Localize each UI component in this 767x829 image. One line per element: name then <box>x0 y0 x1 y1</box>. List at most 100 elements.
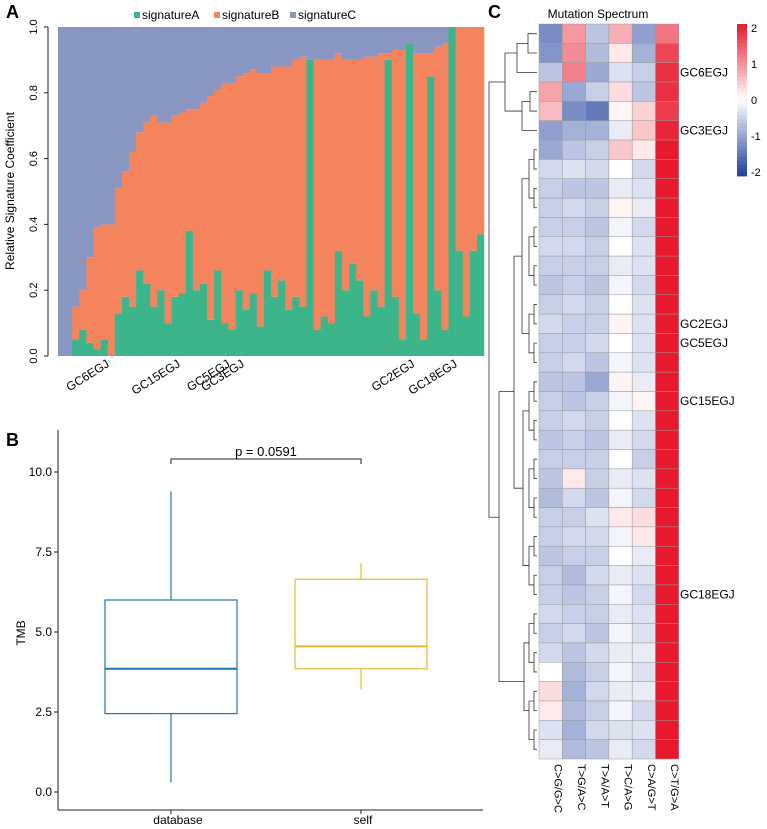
bar-segment-signatureC <box>157 27 165 123</box>
heatmap-cell <box>608 681 633 702</box>
heatmap-cell <box>538 159 563 179</box>
heatmap-cell <box>538 526 563 547</box>
bar-segment-signatureB <box>334 53 343 251</box>
heatmap-cell <box>538 410 563 431</box>
bar-segment-signatureB <box>214 89 222 271</box>
panel-a-y-tick-label: 1.0 <box>28 19 40 34</box>
panel-b-y-tick-label: 5.0 <box>35 625 52 639</box>
colorbar-segment <box>737 111 747 116</box>
bar-segment-signatureC <box>171 27 179 116</box>
bar-segment-signatureB <box>93 227 101 350</box>
heatmap-cell <box>631 255 656 276</box>
heatmap-cell <box>562 178 586 199</box>
bar-segment-signatureA <box>377 306 385 356</box>
panel-b-x-tick-label: self <box>354 813 373 827</box>
colorbar-segment <box>737 119 747 124</box>
heatmap-cell <box>608 526 633 547</box>
bar-segment-signatureA <box>164 323 172 356</box>
bar-segment-signatureA <box>427 76 435 356</box>
panel-a-letter: A <box>6 2 19 22</box>
panel-a-y-tick-label: 0.6 <box>28 151 40 166</box>
heatmap-cell <box>608 294 633 315</box>
heatmap-cell <box>631 275 656 296</box>
heatmap-cell <box>585 81 610 102</box>
bar-segment-signatureB <box>342 59 350 291</box>
heatmap-cell <box>631 23 656 44</box>
bar-segment-signatureC <box>278 27 286 67</box>
colorbar-tick-label: -2 <box>751 167 761 179</box>
dendrogram-branch <box>533 226 537 247</box>
bar-segment-signatureC <box>228 27 236 83</box>
heatmap-cell <box>608 487 633 508</box>
heatmap-cell <box>538 333 563 354</box>
heatmap-cell <box>585 62 610 83</box>
bar-segment-signatureB <box>427 53 435 77</box>
heatmap-cell <box>562 739 586 760</box>
significance-bracket <box>170 458 362 464</box>
bar-segment-signatureA <box>93 349 101 356</box>
colorbar-segment <box>737 130 747 135</box>
bar-segment-signatureA <box>100 339 108 356</box>
heatmap-cell <box>538 700 563 721</box>
heatmap-cell <box>585 739 610 760</box>
heatmap-row-label: GC2EGJ <box>680 317 728 331</box>
bar-segment-signatureB <box>121 171 130 297</box>
heatmap-cell <box>562 623 586 644</box>
heatmap-cell <box>585 487 610 508</box>
bar-segment-signatureC <box>271 27 279 67</box>
bar-segment-signatureA <box>72 339 80 356</box>
heatmap-cell <box>585 371 610 392</box>
heatmap-cell <box>585 294 610 315</box>
heatmap-cell <box>655 62 680 83</box>
heatmap-cell <box>655 642 680 663</box>
bar-segment-signatureB <box>79 290 87 330</box>
bar-segment-signatureB <box>285 66 293 310</box>
heatmap-cell <box>585 159 610 179</box>
heatmap-cell <box>608 545 633 566</box>
bar-segment-signatureA <box>334 250 343 356</box>
colorbar-segment <box>737 77 747 82</box>
dendrogram-branch <box>533 690 537 712</box>
heatmap-cell <box>631 101 656 121</box>
bar-segment-signatureB <box>420 53 428 340</box>
heatmap-cell <box>655 23 680 44</box>
heatmap-cell <box>538 391 563 412</box>
heatmap-column-label: T>C/A>G <box>622 764 634 810</box>
heatmap-cell <box>655 681 680 702</box>
heatmap-cell <box>538 371 563 392</box>
bar-segment-signatureA <box>185 230 194 356</box>
bar-segment-signatureB <box>157 122 165 291</box>
bar-segment-signatureA <box>150 306 158 356</box>
bar-segment-signatureC <box>285 27 293 67</box>
heatmap-cell <box>562 217 586 238</box>
heatmap-cell <box>538 507 563 528</box>
bar-segment-signatureC <box>249 27 258 70</box>
heatmap-cell <box>655 255 680 276</box>
heatmap-cell <box>655 507 680 528</box>
bar-segment-signatureA <box>441 329 449 356</box>
heatmap-cell <box>562 333 586 354</box>
bar-segment-signatureC <box>79 27 87 291</box>
dendrogram-branch <box>528 236 534 276</box>
bar-segment-signatureB <box>164 122 172 324</box>
bar-segment-signatureA <box>363 316 371 356</box>
heatmap-cell <box>585 391 610 412</box>
bar-segment-signatureB <box>100 224 108 340</box>
heatmap-cell <box>655 120 680 141</box>
bar-segment-signatureA <box>178 293 187 356</box>
colorbar-segment <box>737 81 747 86</box>
bar-segment-signatureB <box>349 59 357 264</box>
colorbar-segment <box>737 115 747 120</box>
heatmap-cell <box>585 120 610 141</box>
heatmap-cell <box>608 217 633 238</box>
dendrogram-branch <box>528 545 534 586</box>
heatmap-cell <box>631 62 656 83</box>
bar-segment-signatureA <box>320 316 329 356</box>
bar-segment-signatureA <box>306 59 314 357</box>
heatmap-cell <box>562 275 586 296</box>
bar-segment-signatureB <box>228 82 236 330</box>
bar-segment-signatureB <box>320 59 329 317</box>
heatmap-cell <box>655 371 680 392</box>
heatmap-cell <box>631 294 656 315</box>
